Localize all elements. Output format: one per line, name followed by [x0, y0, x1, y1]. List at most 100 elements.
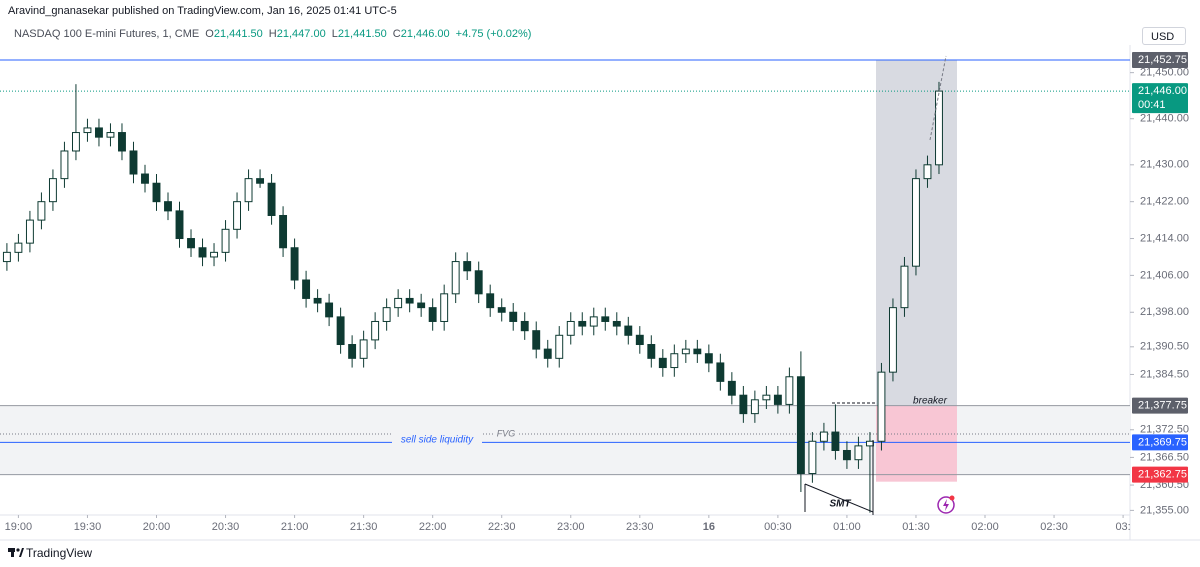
candle-body [727, 380, 736, 396]
candle-body [25, 219, 34, 244]
price-label-box [1132, 397, 1188, 414]
candle-body [486, 293, 495, 309]
candle-body [819, 431, 828, 442]
x-tick-label: 02:30 [1040, 521, 1068, 533]
candle-body [762, 394, 771, 401]
candle-body [71, 132, 80, 152]
candle-body [313, 297, 322, 304]
y-tick-label: 21,422.00 [1140, 196, 1189, 208]
x-tick-label: 00:30 [764, 521, 792, 533]
candle-body [187, 238, 195, 249]
candle-body [566, 320, 575, 336]
smt-label: SMT [829, 499, 851, 510]
candle-body [394, 297, 403, 309]
symbol-info: NASDAQ 100 E-mini Futures, 1, CME O21,44… [14, 28, 534, 40]
ohlc-value: 21,447.00 [276, 28, 326, 40]
candle-body [233, 201, 241, 230]
y-tick-label: 21,366.50 [1140, 451, 1189, 463]
candle-body [37, 201, 46, 221]
price-label-box [1132, 51, 1188, 68]
price-label-box [1132, 466, 1188, 483]
y-tick-label: 21,384.50 [1140, 368, 1189, 380]
candle-body [302, 279, 311, 299]
candle-body [716, 362, 725, 382]
candle-body [612, 320, 621, 327]
candle-body [267, 182, 276, 216]
fvg-label: FVG [497, 428, 516, 438]
candle-body [842, 449, 851, 461]
candle-body [497, 307, 506, 313]
candle-body [693, 348, 702, 355]
y-tick-label: 21,398.00 [1140, 306, 1189, 318]
footer-brand: TradingView [26, 546, 93, 560]
y-tick-label: 21,430.00 [1140, 159, 1189, 171]
liquidity-label-bg [392, 433, 482, 446]
alert-icon[interactable] [937, 495, 955, 514]
candle-body [635, 334, 644, 346]
candle-body [371, 320, 380, 341]
candle-body [658, 357, 667, 369]
price-label: 21,446.00 [1138, 85, 1187, 97]
stop-zone [876, 405, 957, 482]
ohlc-key: O [205, 28, 214, 40]
candle-body [912, 178, 920, 267]
candle-body [451, 261, 460, 295]
candle-body [152, 182, 161, 203]
y-tick-label: 21,450.00 [1140, 67, 1189, 79]
candle-body [428, 307, 437, 322]
ohlc-value: 21,441.50 [213, 28, 263, 40]
candle-body [543, 348, 552, 359]
candle-body [704, 353, 713, 364]
candle-body [325, 302, 334, 318]
candle-body [256, 178, 265, 184]
currency-button[interactable]: USD [1142, 27, 1186, 45]
tradingview-logo [8, 548, 24, 557]
candle-body [359, 339, 368, 359]
x-tick-label: 23:30 [626, 521, 654, 533]
fvg-zone [0, 405, 1130, 475]
ohlc-item: C21,446.00 [393, 28, 453, 40]
candle-body [785, 376, 794, 405]
y-tick-label: 21,390.50 [1140, 341, 1189, 353]
candle-body [221, 228, 230, 253]
x-tick-label: 23:00 [557, 521, 585, 533]
y-tick-label: 21,440.00 [1140, 113, 1189, 125]
candle-body [2, 251, 11, 263]
candle-body [348, 344, 357, 359]
candle-body [532, 330, 541, 350]
candle-body [739, 394, 748, 415]
smt-line [804, 483, 874, 513]
candle-body [118, 132, 126, 152]
price-label-box [1132, 434, 1188, 451]
candle-body [750, 399, 759, 415]
x-tick-label: 19:00 [5, 521, 33, 533]
candle-body [164, 201, 172, 212]
candle-body [624, 325, 633, 336]
liquidity-label: sell side liquidity [401, 435, 474, 446]
candle-body [601, 316, 610, 322]
candle-body [923, 164, 932, 180]
candle-body [681, 348, 690, 355]
candle-body [210, 251, 218, 258]
ohlc-value: 21,441.50 [337, 28, 387, 40]
candle-body [106, 132, 115, 138]
price-label: 21,452.75 [1138, 54, 1187, 66]
ohlc-item: L21,441.50 [332, 28, 390, 40]
ohlc-key: H [268, 28, 277, 40]
candle-body [935, 90, 943, 166]
candle-body [417, 302, 426, 309]
candle-body [889, 307, 897, 373]
ohlc-value: 21,446.00 [400, 28, 450, 40]
candle-body [900, 265, 909, 309]
candle-body [555, 334, 564, 359]
candle-body [440, 293, 449, 322]
x-tick-label: 22:30 [488, 521, 516, 533]
candle-body [520, 320, 529, 332]
candle-body [647, 344, 656, 359]
x-tick-label: 03: [1115, 521, 1130, 533]
symbol-name: NASDAQ 100 E-mini Futures, 1, CME [14, 28, 200, 40]
candle-body [831, 431, 840, 451]
countdown: 00:41 [1138, 99, 1166, 111]
candle-body [578, 320, 587, 327]
